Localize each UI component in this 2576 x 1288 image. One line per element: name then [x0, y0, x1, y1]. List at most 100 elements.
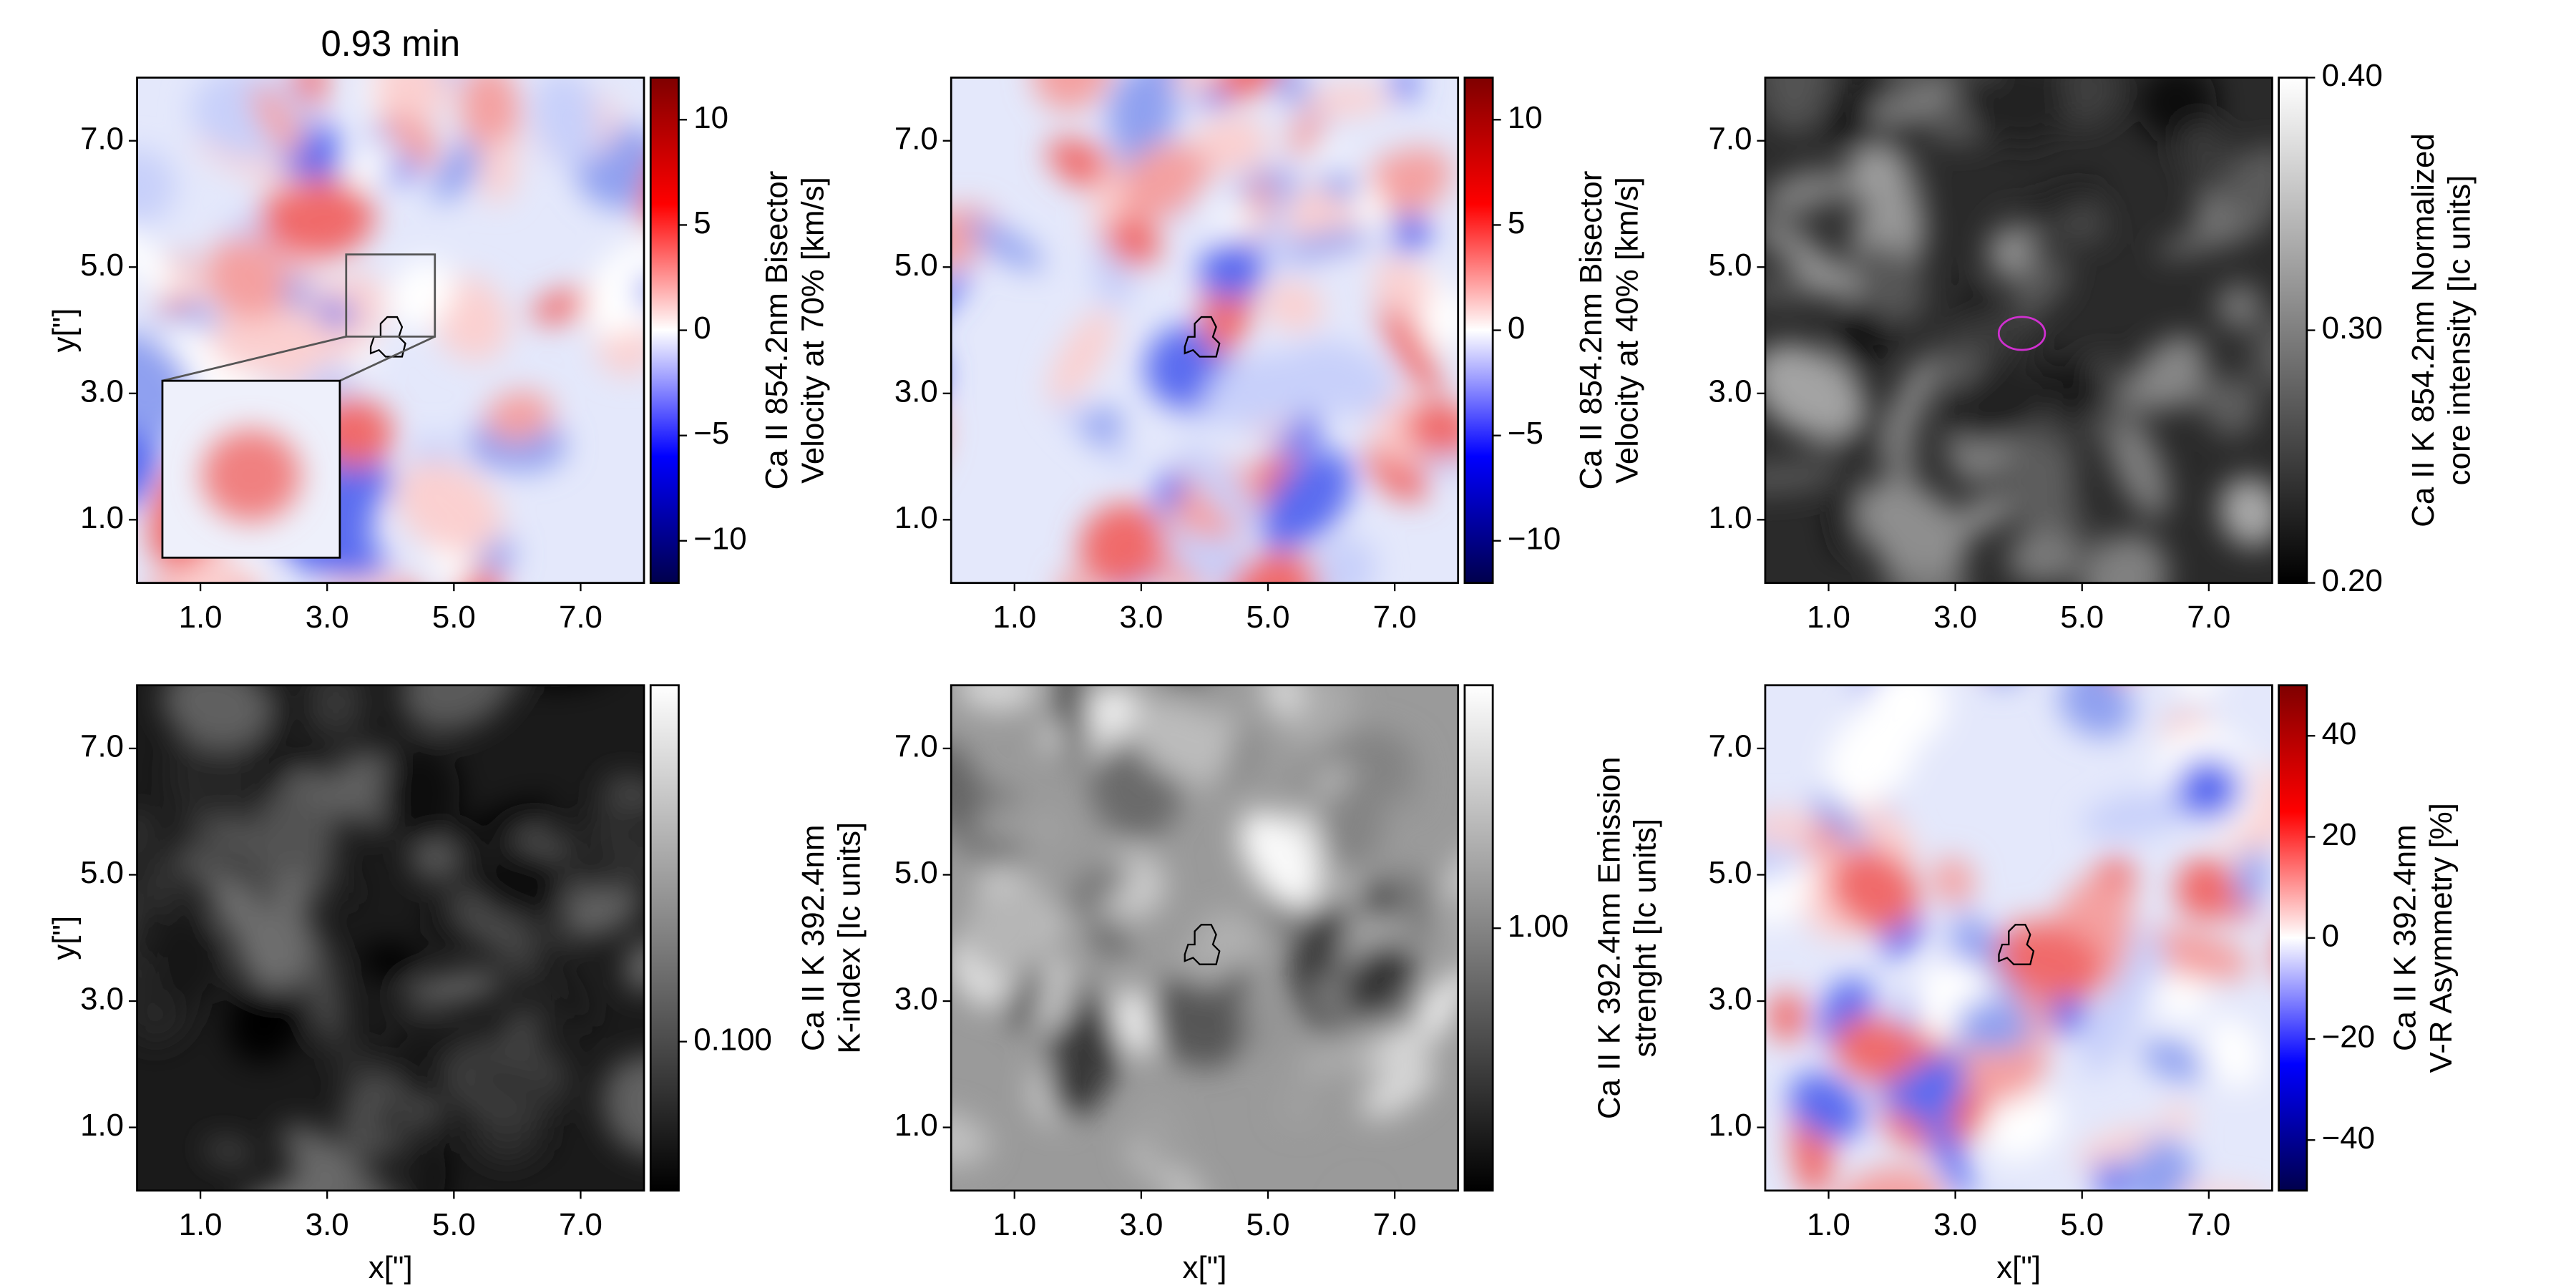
blob: [204, 237, 289, 321]
axes-frame: [136, 684, 645, 1192]
blob: [623, 1054, 644, 1158]
blob: [147, 911, 223, 1005]
y-tick-label: 7.0: [80, 729, 124, 764]
colorbar-tick-label: 1.00: [1508, 909, 1568, 944]
colorbar: [649, 77, 680, 584]
blob: [209, 318, 274, 374]
heatmap-image: [951, 685, 1458, 1191]
blob: [2219, 477, 2273, 547]
inset-box: [345, 253, 436, 338]
blob: [1149, 975, 1247, 1068]
blob: [1392, 77, 1417, 102]
blob: [358, 942, 421, 980]
blob: [226, 978, 303, 1063]
blob: [1059, 976, 1094, 1014]
y-tick-label: 7.0: [1709, 121, 1752, 156]
colorbar-label-line: K-index [Ic units]: [831, 822, 867, 1054]
colorbar-tick-label: −10: [1508, 521, 1561, 556]
colorbar-tick-label: 0: [2322, 918, 2339, 953]
blob: [142, 854, 176, 917]
texture: [1765, 685, 2273, 1191]
blob: [1332, 1189, 1370, 1191]
blob: [1765, 343, 1863, 439]
blob: [2205, 375, 2260, 437]
blob: [1133, 700, 1232, 783]
y-tick-label: 5.0: [894, 855, 938, 890]
blob: [1091, 922, 1130, 956]
blob: [1387, 213, 1431, 253]
blob: [1361, 1058, 1436, 1118]
blob: [1958, 283, 1987, 313]
blob: [1033, 77, 1113, 111]
blob: [1016, 960, 1048, 1033]
blob: [1083, 407, 1123, 444]
x-tick-label: 1.0: [1807, 600, 1850, 635]
blob: [2236, 847, 2268, 909]
blob: [1313, 536, 1377, 583]
heatmap-image: [137, 77, 644, 583]
blob: [506, 1009, 541, 1044]
blob: [1977, 389, 2026, 435]
blob: [1356, 1007, 1456, 1070]
blob: [303, 943, 343, 1044]
blob: [2135, 77, 2217, 142]
blob: [1849, 794, 1917, 867]
contour: [1998, 924, 2035, 965]
contour: [1184, 316, 1221, 358]
x-tick-label: 3.0: [1119, 600, 1163, 635]
blob: [1868, 90, 1919, 129]
blob: [419, 1137, 448, 1191]
blob: [137, 220, 186, 296]
x-tick-label: 1.0: [992, 1207, 1036, 1242]
blob: [2141, 1040, 2205, 1081]
blob: [1210, 210, 1259, 240]
colorbar-tick-label: 20: [2322, 817, 2357, 852]
blob: [1120, 143, 1204, 220]
blob: [1154, 469, 1184, 514]
blob: [2181, 122, 2232, 195]
y-tick-label: 5.0: [80, 855, 124, 890]
blob: [1300, 84, 1392, 117]
blob: [957, 685, 1038, 711]
blob: [624, 939, 644, 992]
blob: [1932, 857, 1974, 905]
blob: [2106, 409, 2170, 519]
y-tick-label: 7.0: [894, 121, 938, 156]
blob: [1955, 999, 2033, 1052]
y-tick-label: 5.0: [1709, 855, 1752, 890]
blob: [1195, 114, 1269, 172]
colorbar-label-line: Velocity at 70% [km/s]: [795, 177, 830, 484]
colorbar-label-line: strenght [Ic units]: [1627, 819, 1662, 1058]
blob: [1789, 1073, 1864, 1141]
blob: [205, 1140, 253, 1163]
x-tick-label: 7.0: [2187, 600, 2230, 635]
blob: [1767, 992, 1806, 1043]
blob: [1831, 468, 1860, 557]
blob: [1180, 442, 1258, 530]
blob: [213, 877, 263, 937]
blob: [1765, 461, 1838, 494]
x-tick-label: 3.0: [1933, 1207, 1977, 1242]
y-tick-label: 5.0: [894, 248, 938, 283]
heatmap-image: [137, 685, 644, 1191]
blob: [1279, 1091, 1317, 1126]
colorbar-tick-label: −20: [2322, 1020, 2375, 1055]
x-tick-label: 3.0: [306, 1207, 349, 1242]
blob: [2174, 757, 2243, 821]
blob: [2006, 421, 2077, 544]
blob: [1888, 77, 1936, 82]
y-tick-label: 1.0: [80, 1108, 124, 1143]
blob: [1106, 215, 1161, 267]
blob: [1287, 228, 1377, 256]
blob: [1223, 551, 1322, 583]
contour: [369, 316, 406, 358]
blob: [1980, 77, 2068, 146]
colorbar: [649, 684, 680, 1192]
blob: [1940, 0, 2048, 72]
axes-frame: [136, 77, 645, 584]
y-tick-label: 3.0: [1709, 374, 1752, 409]
colorbar-tick-label: 0.40: [2322, 58, 2383, 93]
y-tick-label: 5.0: [1709, 248, 1752, 283]
y-tick-label: 7.0: [894, 729, 938, 764]
